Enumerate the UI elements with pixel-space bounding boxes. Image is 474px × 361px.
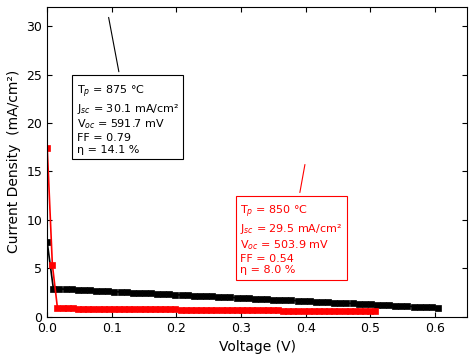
X-axis label: Voltage (V): Voltage (V) bbox=[219, 340, 296, 354]
Text: T$_p$ = 850 °C
J$_{sc}$ = 29.5 mA/cm²
V$_{oc}$ = 503.9 mV
FF = 0.54
η = 8.0 %: T$_p$ = 850 °C J$_{sc}$ = 29.5 mA/cm² V$… bbox=[240, 165, 342, 275]
Text: T$_p$ = 875 °C
J$_{sc}$ = 30.1 mA/cm²
V$_{oc}$ = 591.7 mV
FF = 0.79
η = 14.1 %: T$_p$ = 875 °C J$_{sc}$ = 30.1 mA/cm² V$… bbox=[77, 17, 179, 155]
Y-axis label: Current Density  (mA/cm²): Current Density (mA/cm²) bbox=[7, 70, 21, 253]
